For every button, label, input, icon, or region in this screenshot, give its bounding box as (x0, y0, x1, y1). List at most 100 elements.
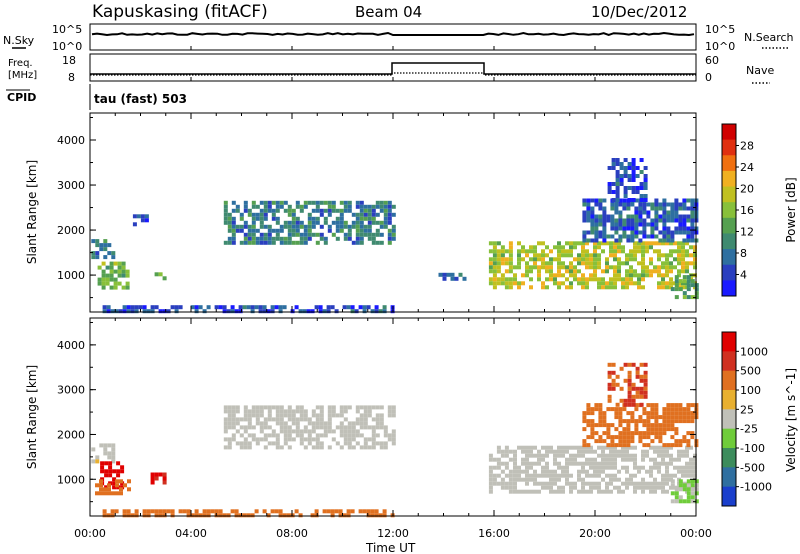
power-cell (623, 194, 628, 198)
power-cell (577, 257, 581, 262)
velocity-cell (537, 457, 541, 462)
velocity-cell (363, 409, 368, 414)
power-cell (677, 273, 681, 278)
power-cell (634, 230, 639, 235)
velocity-cell (625, 445, 629, 450)
power-cell (111, 255, 116, 260)
velocity-cell (653, 489, 657, 494)
power-cell (367, 236, 372, 241)
velocity-cell (581, 469, 585, 474)
power-cell (593, 261, 597, 266)
power-cell (662, 198, 667, 203)
power-cell (569, 249, 573, 254)
velocity-cell (602, 419, 607, 424)
velocity-cell (275, 433, 280, 438)
velocity-cell (355, 433, 360, 438)
power-cell (315, 220, 320, 225)
velocity-cell (504, 485, 509, 490)
velocity-cell (311, 429, 316, 434)
power-cell (391, 236, 396, 241)
power-cell (565, 265, 569, 270)
power-cell (291, 208, 296, 213)
velocity-cell (104, 473, 109, 478)
power-cell (279, 236, 284, 241)
velocity-cell (685, 445, 689, 450)
power-cell (593, 269, 597, 274)
power-cell (508, 241, 513, 246)
power-cell (590, 230, 595, 235)
power-cell (630, 226, 635, 231)
power-cell (581, 257, 585, 262)
power-cell (387, 208, 392, 213)
power-cell (585, 265, 589, 270)
power-cell (263, 204, 268, 209)
power-cell (545, 253, 549, 258)
velocity-cell (227, 413, 232, 418)
power-cell (382, 305, 387, 310)
velocity-cell (613, 473, 617, 478)
velocity-cell (586, 423, 591, 428)
velocity-cell (315, 405, 320, 410)
velocity-cell (607, 382, 612, 387)
power-cell (533, 245, 537, 250)
velocity-cell (158, 509, 163, 514)
power-cell (657, 257, 661, 262)
velocity-cell (379, 413, 384, 418)
power-cell (140, 214, 145, 219)
velocity-cell (557, 453, 561, 458)
velocity-cell (500, 477, 505, 482)
power-cell (685, 241, 689, 246)
power-cell (641, 277, 645, 282)
velocity-cell (665, 489, 669, 494)
y-tick-label: 1000 (57, 269, 85, 282)
velocity-cell (617, 449, 621, 454)
power-cell (271, 228, 276, 233)
power-cell (271, 212, 276, 217)
power-cell (227, 240, 232, 245)
power-cell (294, 305, 299, 310)
velocity-cell (521, 489, 525, 494)
velocity-cell (598, 423, 603, 428)
velocity-cell (327, 409, 332, 414)
velocity-cell (508, 481, 513, 486)
velocity-cell (299, 405, 304, 410)
velocity-cell (581, 485, 585, 490)
velocity-cell (351, 437, 356, 442)
power-cell (347, 208, 352, 213)
velocity-cell (631, 386, 636, 391)
power-cell (122, 309, 127, 314)
power-cell (334, 309, 339, 314)
power-cell (557, 249, 561, 254)
power-cell (113, 281, 118, 286)
velocity-cell (366, 513, 371, 518)
velocity-cell (637, 469, 641, 474)
power-cell (625, 281, 629, 286)
power-cell (629, 281, 633, 286)
velocity-cell (602, 411, 607, 416)
velocity-cell (343, 429, 348, 434)
power-cell (262, 309, 267, 314)
velocity-cell (601, 465, 605, 470)
power-cell (586, 238, 591, 243)
power-cell (674, 230, 679, 235)
velocity-cell (569, 473, 573, 478)
velocity-cell (653, 457, 657, 462)
power-cell (661, 253, 665, 258)
velocity-cell (339, 409, 344, 414)
power-cell (307, 216, 312, 221)
power-cell (682, 291, 687, 296)
power-cell (631, 166, 636, 170)
velocity-cell (686, 431, 691, 436)
velocity-cell (303, 409, 308, 414)
power-cell (342, 305, 347, 310)
velocity-cell (607, 398, 612, 403)
power-cell (315, 232, 320, 237)
power-cell (114, 309, 119, 314)
velocity-cell (598, 419, 603, 424)
power-cell (126, 309, 131, 314)
velocity-cell (618, 435, 623, 440)
power-cell (299, 240, 304, 245)
power-cell (263, 224, 268, 229)
velocity-cell (678, 415, 683, 420)
power-cell (125, 273, 130, 278)
